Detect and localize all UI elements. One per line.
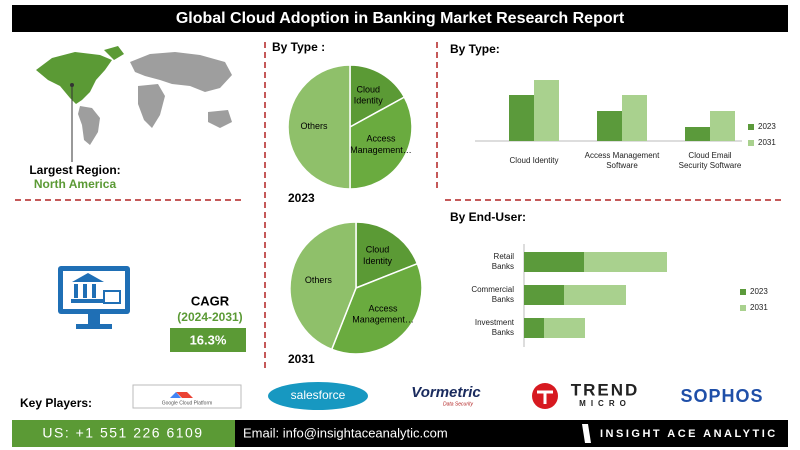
bar — [544, 318, 585, 338]
bar — [710, 111, 735, 141]
x-tick-label: Cloud Identity — [510, 156, 559, 165]
world-map — [36, 46, 232, 162]
cagr-box — [170, 328, 246, 352]
logo-text: salesforce — [291, 388, 346, 402]
page-title: Global Cloud Adoption in Banking Market … — [176, 10, 625, 27]
legend-swatch — [748, 140, 754, 146]
key-players-label: Key Players: — [20, 396, 92, 410]
cagr-label: CAGR — [191, 293, 230, 308]
cagr-period: (2024-2031) — [177, 310, 242, 324]
email: Email: info@insightaceanalytic.com — [243, 425, 448, 440]
logo-text: Vormetric — [411, 384, 481, 401]
bar — [597, 111, 622, 141]
logo-shape — [170, 392, 181, 398]
logo-text: MICRO — [579, 399, 631, 408]
pie-slice — [330, 262, 423, 355]
y-tick-label: Investment Banks — [475, 318, 515, 337]
slice-label: Others — [305, 275, 333, 285]
pie-slice — [349, 96, 413, 190]
legend-swatch — [740, 289, 746, 295]
pie-slice — [289, 221, 357, 351]
bank-monitor-icon — [58, 266, 130, 329]
brand: INSIGHT ACE ANALYTIC — [600, 428, 778, 440]
logo-text: Data Security — [443, 401, 474, 407]
legend-label: 2031 — [758, 138, 776, 147]
logo-shape — [268, 382, 368, 410]
bar — [524, 252, 584, 272]
bar — [524, 318, 544, 338]
bar — [584, 252, 667, 272]
cagr-value: 16.3% — [190, 332, 227, 347]
pie-slice — [349, 64, 406, 129]
legend-label: 2023 — [750, 287, 768, 296]
slice-label: Access Management… — [352, 304, 414, 325]
bar — [685, 127, 710, 141]
bar — [534, 80, 559, 141]
email-bar — [235, 420, 788, 447]
slice-label: Others — [301, 121, 329, 131]
legend-label: 2031 — [750, 303, 768, 312]
pie-caption: 2023 — [288, 191, 315, 205]
legend-swatch — [740, 305, 746, 311]
bar — [509, 95, 534, 141]
region-value: North America — [34, 177, 117, 191]
pie-caption: 2031 — [288, 352, 315, 366]
bar — [622, 95, 647, 141]
chart-title: By Type : — [272, 40, 325, 54]
bar — [524, 285, 564, 305]
legend-swatch — [748, 124, 754, 130]
pie-slice — [355, 221, 419, 290]
logo-text: Google Cloud Platform — [162, 400, 213, 406]
phone-bar — [12, 420, 235, 447]
logo-text: TREND — [571, 380, 640, 399]
brand-icon — [582, 424, 591, 443]
pie-slice — [287, 64, 351, 190]
chart-title: By End-User: — [450, 210, 526, 224]
chart-title: By Type: — [450, 42, 500, 56]
y-tick-label: Retail Banks — [492, 252, 514, 271]
x-tick-label: Cloud Email Security Software — [679, 151, 742, 170]
phone: US: +1 551 226 6109 — [42, 425, 203, 441]
region-label: Largest Region: — [29, 163, 120, 177]
logo-shape — [537, 390, 553, 404]
bar — [564, 285, 626, 305]
slice-label: Access Management… — [350, 134, 412, 155]
slice-label: Cloud Identity — [363, 245, 393, 266]
y-tick-label: Commercial Banks — [471, 285, 514, 304]
header-bar — [12, 5, 788, 32]
x-tick-label: Access Management Software — [585, 151, 660, 170]
legend-label: 2023 — [758, 122, 776, 131]
slice-label: Cloud Identity — [354, 85, 384, 106]
logo-text: SOPHOS — [680, 386, 763, 406]
logo-shape — [176, 392, 193, 398]
